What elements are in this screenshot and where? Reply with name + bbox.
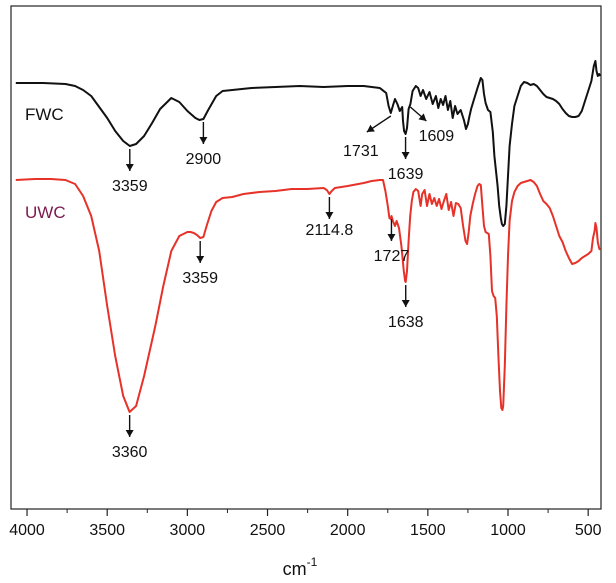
series-label-uwc: UWC: [25, 203, 66, 222]
annotation-arrow-head: [418, 113, 427, 121]
annotation-label: 2114.8: [306, 222, 354, 239]
annotation-arrow-head: [325, 212, 334, 219]
series-group: [15, 60, 602, 413]
x-tick-label: 500: [575, 522, 602, 539]
x-axis: 4000 3500 3000 2500 2000 1500 1000 500: [9, 509, 602, 539]
annotation-label: 3360: [112, 444, 148, 461]
annotation-label: 1731: [343, 143, 379, 160]
series-label-fwc: FWC: [25, 105, 64, 124]
annotation-label: 1638: [388, 314, 424, 331]
x-tick-label: 3500: [89, 522, 125, 539]
annotation-arrow-head: [366, 124, 375, 132]
series-line-fwc: [15, 60, 602, 227]
annotation-arrow-head: [401, 152, 410, 159]
x-tick-label: 3000: [170, 522, 206, 539]
annotation-label: 1727: [374, 248, 410, 265]
x-axis-label: cm-1: [283, 555, 318, 579]
annotation-arrow-head: [199, 137, 208, 144]
annotation-label: 1609: [419, 128, 455, 145]
x-axis-label-exponent: -1: [307, 555, 318, 569]
annotation-arrow-head: [196, 256, 205, 263]
annotation-label: 3359: [112, 178, 148, 195]
annotation-arrow-head: [401, 300, 410, 307]
series-line-uwc: [15, 178, 601, 413]
annotation-label: 3359: [182, 270, 218, 287]
x-tick-label: 1500: [410, 522, 446, 539]
x-tick-label: 4000: [9, 522, 45, 539]
annotation-arrow-head: [387, 234, 396, 241]
annotation-group: 3359 2900 1731 1639 1609 3359 2114.8 1727 1638 33…: [112, 106, 455, 461]
x-axis-label-unit: cm: [283, 559, 307, 579]
plot-frame: [10, 5, 602, 510]
annotation-label: 1639: [388, 166, 424, 183]
annotation-arrow-head: [125, 430, 134, 437]
x-tick-label: 1000: [490, 522, 526, 539]
x-tick-label: 2000: [330, 522, 366, 539]
x-tick-label: 2500: [250, 522, 286, 539]
annotation-arrow-head: [125, 164, 134, 171]
annotation-label: 2900: [186, 151, 222, 168]
